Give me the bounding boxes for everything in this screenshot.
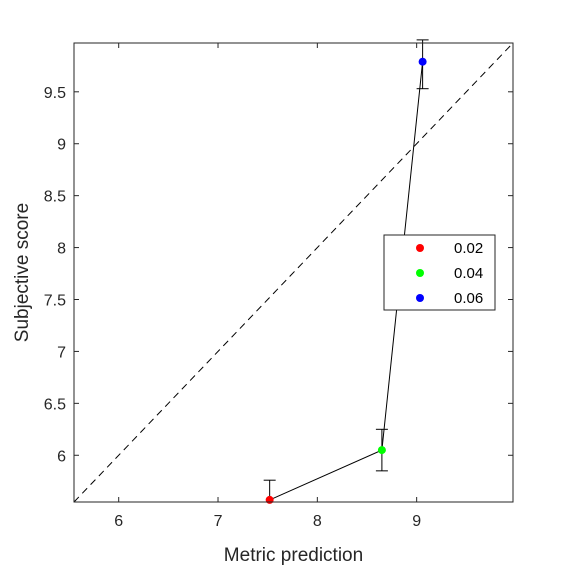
y-tick-label: 9 [57,137,66,154]
x-axis-label: Metric prediction [224,545,363,566]
x-tick-label: 8 [313,513,322,530]
legend-label: 0.06 [454,290,483,307]
legend-item: 0.04 [416,265,483,282]
y-tick-label: 7 [57,344,66,361]
data-point [418,57,427,66]
legend-label: 0.04 [454,265,483,282]
y-tick-label: 9.5 [44,85,66,102]
reference-line [73,42,514,503]
legend-item: 0.02 [416,240,483,257]
legend-item: 0.06 [416,290,483,307]
axis-ticks: 6 7 8 9 6 6.5 7 7.5 8 8.5 9 9.5 [44,43,513,530]
legend-label: 0.02 [454,240,483,257]
data-point [377,446,386,455]
legend-marker [416,294,424,302]
legend-marker [416,244,424,252]
data-point [265,495,274,504]
y-tick-label: 8.5 [44,189,66,206]
y-axis-label: Subjective score [12,203,33,342]
legend: 0.02 0.04 0.06 [383,234,496,311]
x-tick-label: 9 [412,513,421,530]
y-tick-label: 6.5 [44,396,66,413]
x-tick-label: 6 [114,513,123,530]
y-tick-label: 6 [57,448,66,465]
y-tick-label: 8 [57,241,66,258]
y-tick-label: 7.5 [44,293,66,310]
legend-marker [416,269,424,277]
axes-box [73,42,514,503]
legend-box [383,234,496,311]
x-tick-label: 7 [214,513,223,530]
